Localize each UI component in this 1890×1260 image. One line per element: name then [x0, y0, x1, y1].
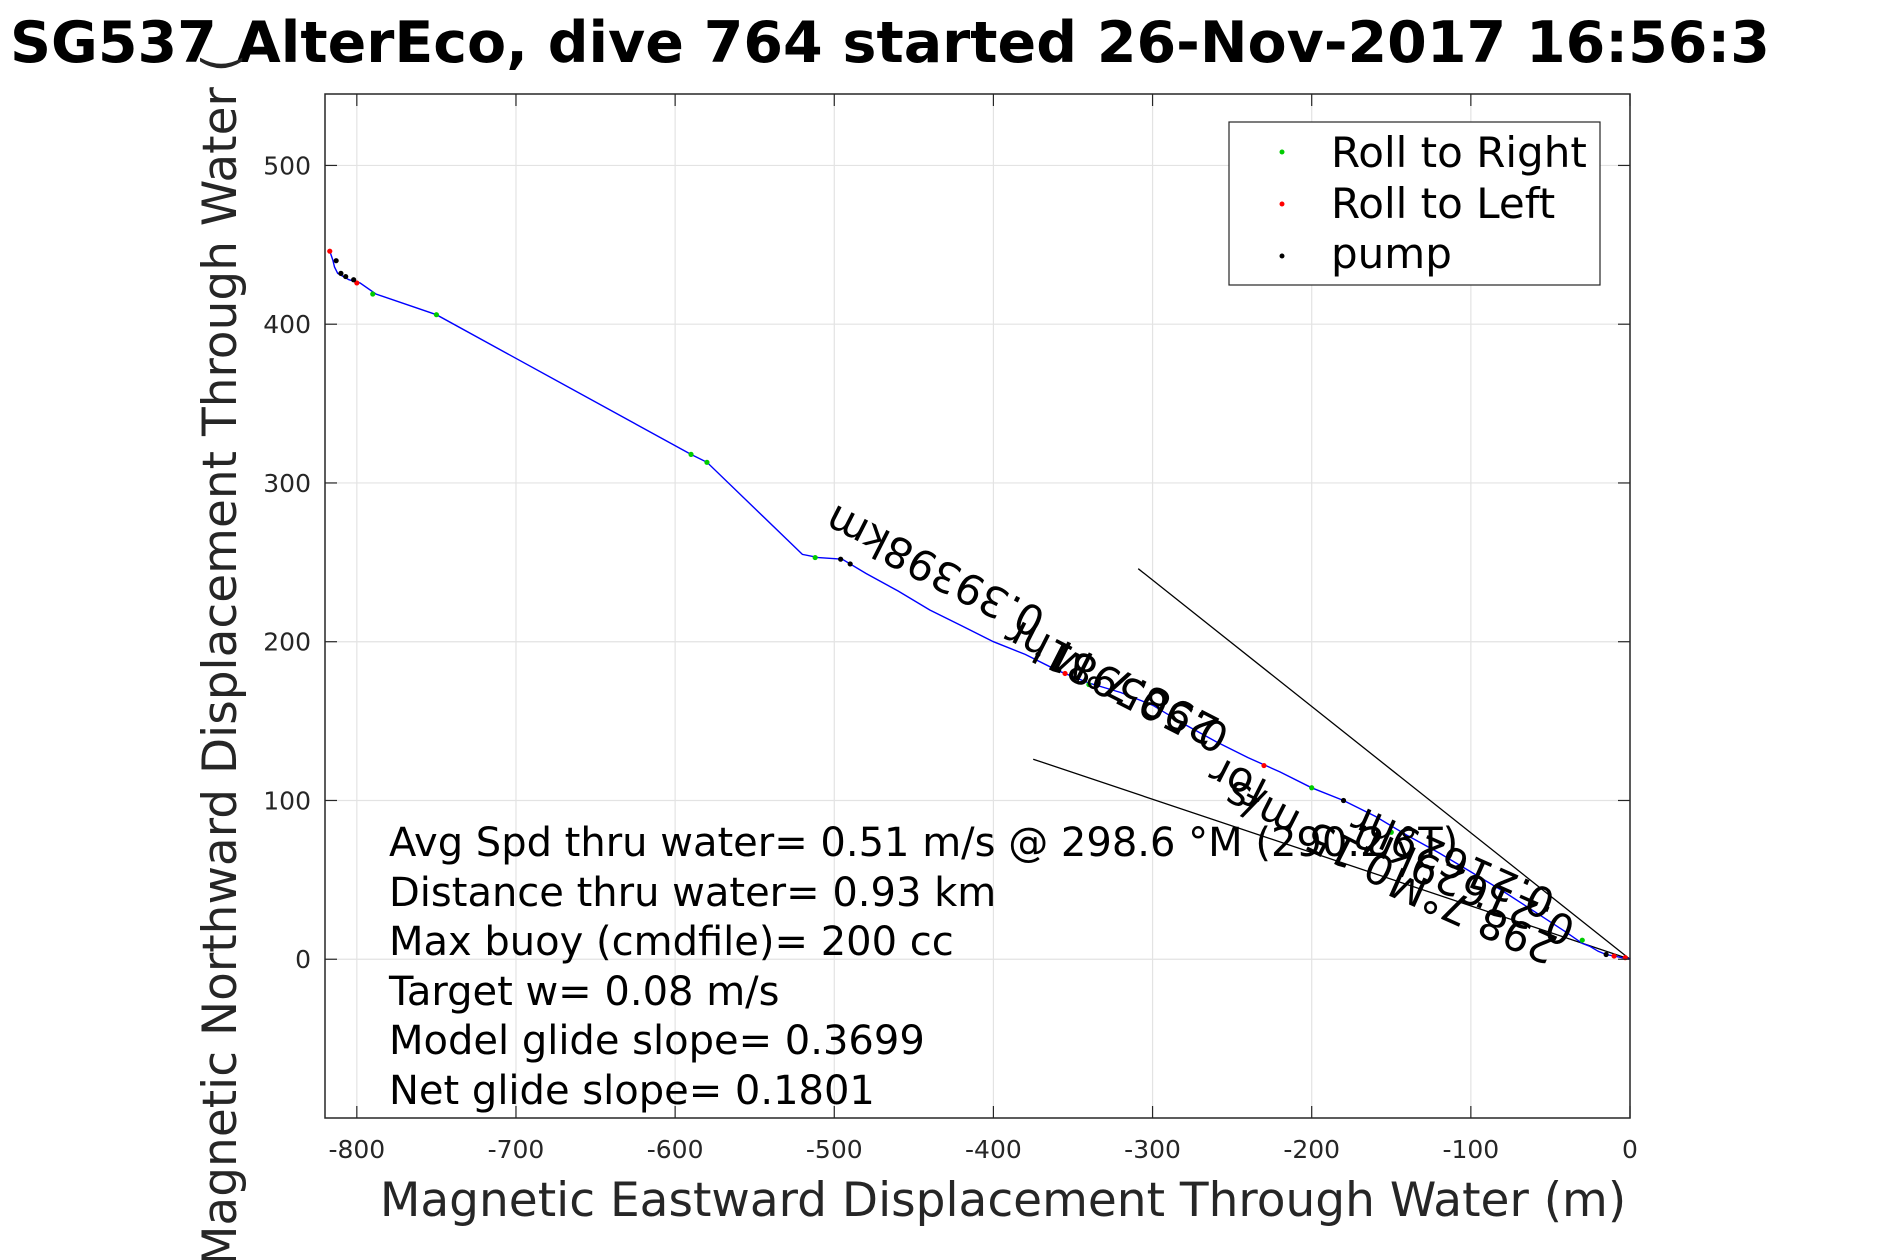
- stat-model-glide: Model glide slope= 0.3699: [389, 1018, 925, 1064]
- y-tick-label: 200: [263, 628, 311, 657]
- x-tick-label: -400: [965, 1135, 1022, 1164]
- pump-point: [351, 277, 357, 283]
- legend-marker-pump: [1279, 253, 1285, 259]
- plot-area: [324, 93, 1631, 1119]
- stats-block: Avg Spd thru water= 0.51 m/s @ 298.6 °M …: [388, 820, 1458, 1114]
- pump-point: [1603, 951, 1609, 958]
- y-tick-label: 300: [263, 469, 311, 498]
- y-tick-label: 400: [263, 310, 311, 339]
- pump-point: [343, 273, 349, 280]
- tick-labels: -800 -700 -600 -500 -400 -300 -200 -100 0 0 100 200…: [263, 94, 1638, 1164]
- legend-label-roll-right: Roll to Right: [1331, 128, 1587, 177]
- y-tick-label: 0: [295, 945, 311, 974]
- roll-right-point: [1579, 937, 1585, 943]
- x-axis-label: Magnetic Eastward Displacement Through W…: [380, 1173, 1626, 1228]
- roll-right-point: [704, 459, 710, 465]
- x-tick-label: 0: [1622, 1135, 1638, 1164]
- x-tick-label: -300: [1124, 1135, 1181, 1164]
- legend-marker-roll-right: [1279, 149, 1285, 155]
- roll-right-point: [1309, 785, 1315, 791]
- roll-left-point: [1611, 953, 1617, 959]
- stat-distance: Distance thru water= 0.93 km: [389, 870, 996, 916]
- heading-line: [1032, 758, 1631, 960]
- x-tick-label: -200: [1283, 1135, 1340, 1164]
- roll-right-point: [1388, 829, 1394, 835]
- legend: Roll to Right Roll to Left pump: [1228, 121, 1601, 286]
- pump-point: [1035, 651, 1041, 658]
- y-tick-label: 500: [263, 151, 311, 180]
- x-tick-label: -700: [488, 1135, 545, 1164]
- legend-label-pump: pump: [1331, 229, 1452, 278]
- legend-marker-roll-left: [1279, 201, 1285, 207]
- roll-right-point: [1086, 681, 1092, 688]
- roll-right-point: [688, 451, 694, 457]
- roll-left-point: [354, 280, 360, 286]
- stat-target-w: Target w= 0.08 m/s: [388, 969, 779, 1015]
- x-tick-label: -100: [1442, 1135, 1499, 1164]
- pump-point: [847, 561, 853, 567]
- roll-right-point: [1531, 901, 1538, 907]
- roll-right-point: [433, 312, 440, 318]
- pump-point: [338, 270, 344, 276]
- stat-max-buoy: Max buoy (cmdfile)= 200 cc: [389, 919, 954, 965]
- roll-left-point: [1062, 670, 1068, 677]
- stat-net-glide: Net glide slope= 0.1801: [389, 1068, 875, 1114]
- pump-point: [1340, 797, 1347, 804]
- series-line-track: [329, 250, 1631, 960]
- data-layer: [327, 248, 1631, 961]
- chart-title: SG537 AlterEco, dive 764 started 26-Nov-…: [10, 10, 1770, 76]
- stat-avg-speed: Avg Spd thru water= 0.51 m/s @ 298.6 °M …: [389, 820, 1458, 866]
- grid: [325, 94, 1631, 1118]
- y-tick-label: 100: [263, 786, 311, 815]
- y-axis-label: Magnetic Northward Displacement Through …: [193, 54, 248, 1260]
- roll-left-point: [1261, 762, 1267, 769]
- legend-box: [1228, 121, 1601, 286]
- heading-line: [1137, 568, 1631, 960]
- roll-left-point: [327, 248, 333, 254]
- roll-right-point: [812, 554, 818, 561]
- legend-label-roll-left: Roll to Left: [1331, 179, 1555, 228]
- x-tick-label: -800: [328, 1135, 385, 1164]
- x-tick-label: -500: [806, 1135, 863, 1164]
- pump-point: [838, 556, 844, 562]
- annotation-heading-1: 298.7°M: [1046, 631, 1226, 755]
- pump-point: [333, 258, 339, 264]
- x-tick-label: -600: [647, 1135, 704, 1164]
- roll-right-point: [370, 291, 376, 297]
